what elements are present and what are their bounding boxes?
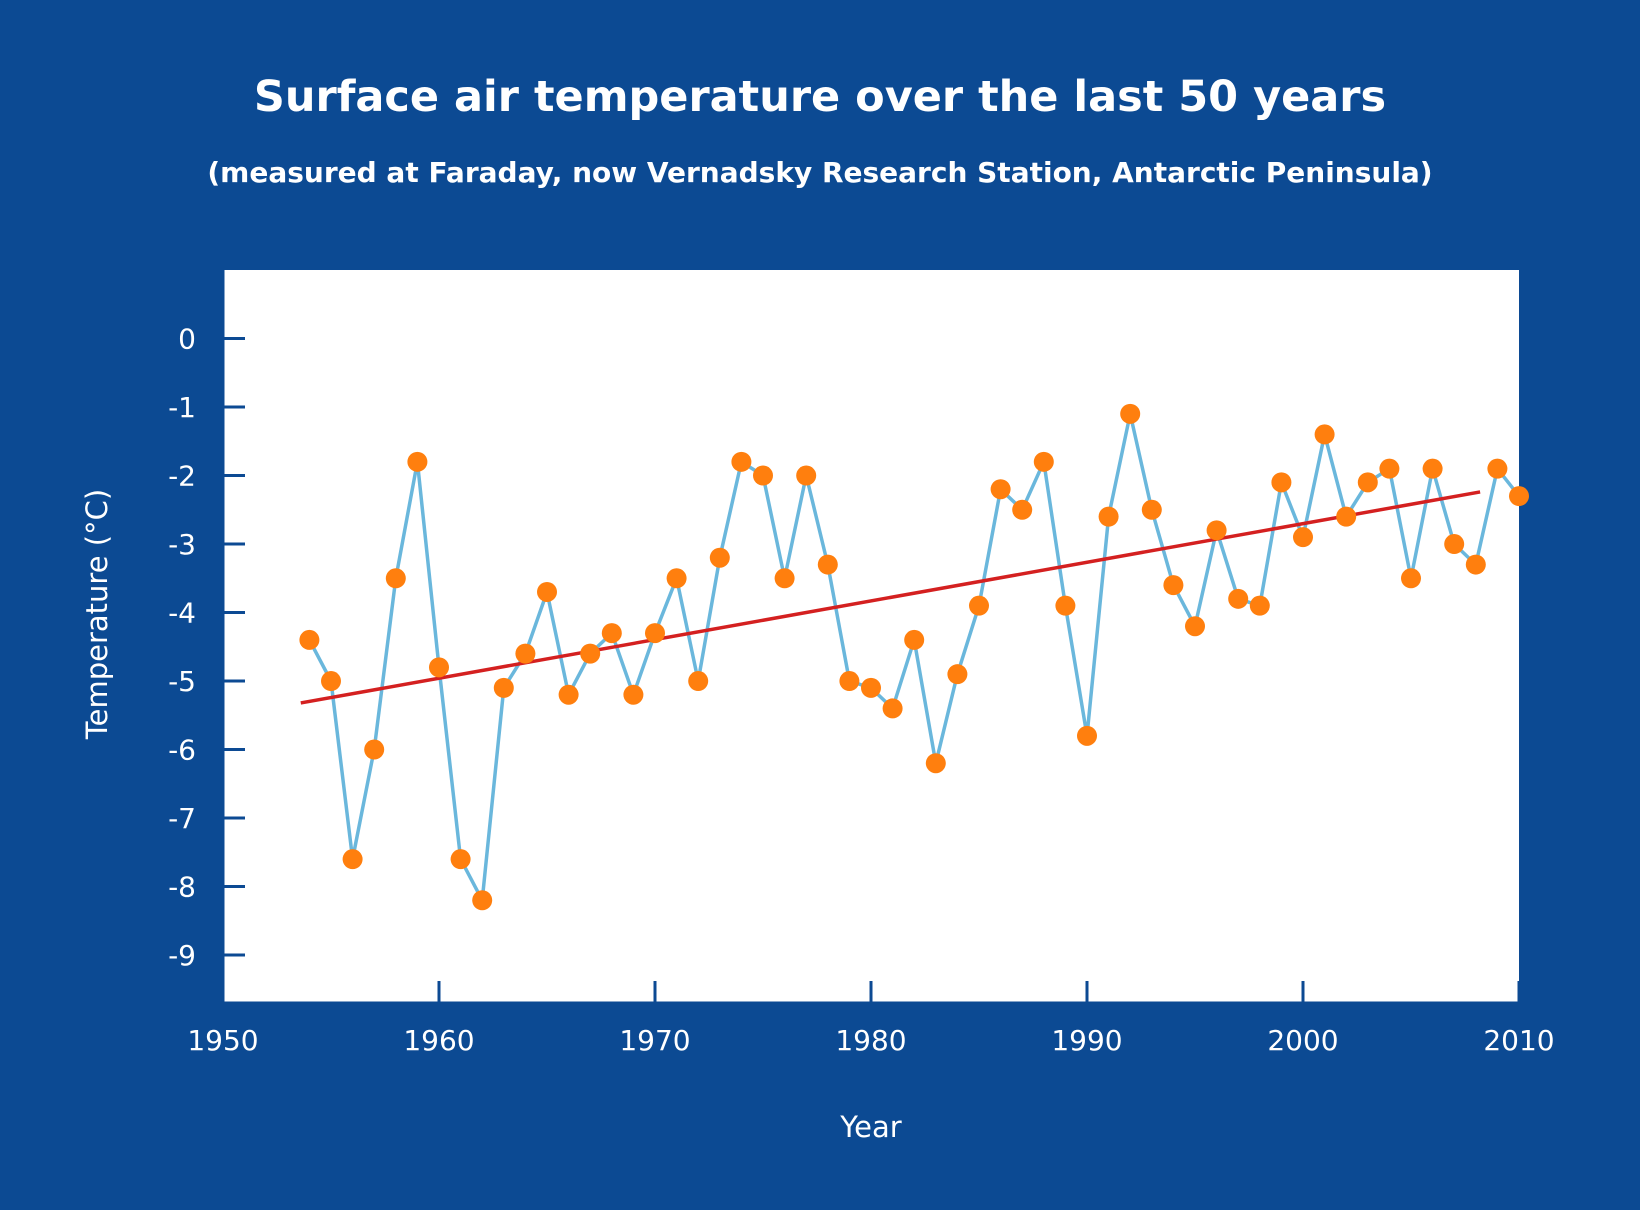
data-point <box>623 684 644 705</box>
data-point <box>1314 424 1335 445</box>
axes: 0 -1 -2 -3 -4 -5 -6 -7 -8 -9 1950 1960 1970 1980 1990 2… <box>168 270 1555 1057</box>
y-tick-label: -5 <box>168 665 196 698</box>
data-point <box>601 623 622 644</box>
chart-title: Surface air temperature over the last 50… <box>253 72 1387 122</box>
data-point <box>1228 588 1249 609</box>
data-point <box>321 671 341 692</box>
y-tick-label: -7 <box>168 802 196 835</box>
data-point <box>493 677 514 698</box>
data-point <box>1141 499 1162 520</box>
data-point <box>731 451 752 472</box>
x-tick-label: 1970 <box>619 1024 690 1057</box>
data-point <box>688 671 709 692</box>
data-point <box>1185 616 1205 637</box>
y-tick-label: -3 <box>168 528 196 561</box>
data-point <box>1487 458 1508 479</box>
data-point <box>1465 554 1486 575</box>
x-tick-label: 2000 <box>1267 1024 1338 1057</box>
y-tick-label: -6 <box>168 734 196 767</box>
data-point <box>1206 520 1227 541</box>
data-point <box>1422 458 1443 479</box>
y-tick-label: -1 <box>168 391 196 424</box>
data-point <box>666 568 687 589</box>
data-point <box>969 595 989 616</box>
data-point <box>709 547 730 568</box>
data-point <box>753 465 773 486</box>
data-point <box>1098 506 1119 527</box>
data-point <box>1163 575 1184 596</box>
trend-line <box>300 490 1481 705</box>
data-point <box>1055 595 1076 616</box>
data-point <box>904 629 925 650</box>
data-point <box>1012 499 1033 520</box>
data-point <box>861 677 881 698</box>
data-point <box>1444 534 1465 555</box>
data-point <box>450 849 471 870</box>
data-point <box>817 554 838 575</box>
x-tick-label: 2010 <box>1483 1024 1554 1057</box>
data-point <box>515 643 536 664</box>
x-tick-label: 1960 <box>403 1024 474 1057</box>
data-point <box>1509 486 1529 507</box>
data-point <box>796 465 817 486</box>
data-point <box>1249 595 1270 616</box>
y-tick-label: -8 <box>168 871 196 904</box>
x-axis-label: Year <box>839 1110 901 1144</box>
data-point <box>839 671 860 692</box>
plot-area <box>223 270 1519 1003</box>
data-point <box>364 739 385 760</box>
y-tick-label: -4 <box>168 597 196 630</box>
data-point <box>1077 725 1097 746</box>
data-point <box>558 684 579 705</box>
data-point <box>1120 403 1141 424</box>
x-tick-label: 1990 <box>1051 1024 1122 1057</box>
data-point <box>882 698 903 719</box>
data-point <box>1271 472 1292 493</box>
data-point <box>299 629 320 650</box>
data-point <box>774 568 795 589</box>
y-tick-label: -9 <box>168 939 196 972</box>
data-point <box>1336 506 1357 527</box>
data-point <box>990 479 1011 500</box>
data-point <box>385 568 406 589</box>
data-point <box>342 849 363 870</box>
data-point <box>925 753 946 774</box>
series-layer <box>299 403 1529 911</box>
chart-subtitle: (measured at Faraday, now Vernadsky Rese… <box>207 156 1433 189</box>
data-point <box>1401 568 1421 589</box>
x-tick-label: 1980 <box>835 1024 906 1057</box>
x-tick-label: 1950 <box>187 1024 258 1057</box>
data-point <box>1293 527 1313 548</box>
data-point <box>537 581 557 602</box>
data-point <box>1379 458 1400 479</box>
data-point <box>472 890 493 911</box>
data-point <box>1033 451 1054 472</box>
y-tick-label: -2 <box>168 460 196 493</box>
y-tick-label: 0 <box>178 323 196 356</box>
data-point <box>580 643 601 664</box>
data-point <box>947 664 968 685</box>
data-point <box>645 623 665 644</box>
data-point <box>429 657 449 678</box>
y-axis-label: Temperature (°C) <box>80 489 114 740</box>
data-point <box>407 451 428 472</box>
data-point <box>1357 472 1378 493</box>
